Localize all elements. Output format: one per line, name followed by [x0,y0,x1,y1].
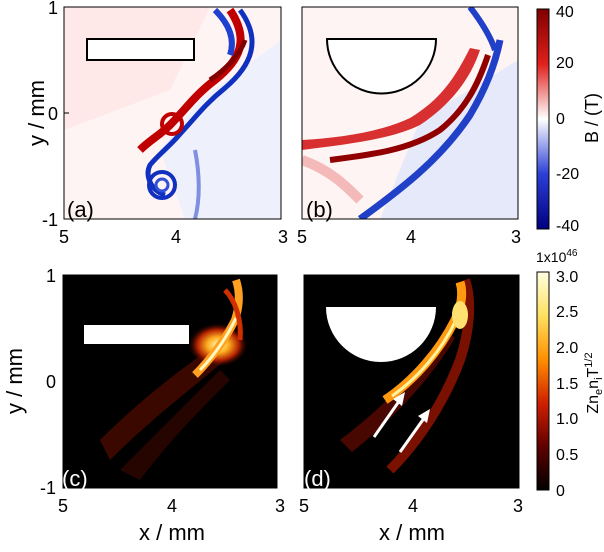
panel-d-lower-arm [386,278,475,474]
colorbar-bottom-tick-1.5: 1.5 [556,376,578,393]
panel-a-vortex-2 [147,170,177,200]
colorbar-bottom: 1x1046 3.0 2.5 2.0 1.5 1.0 0.5 0 ZneniT1… [536,248,604,500]
panel-c-upper-arc [223,288,243,341]
x-axis-label-c: x / mm [139,520,205,545]
x-tick-b-4: 4 [406,227,416,247]
panel-d-arrow-2 [398,409,430,453]
x-tick-b-5: 5 [297,227,307,247]
colorbar-top-gradient [536,8,550,230]
panel-d-target-semicircle [326,307,436,362]
panel-c-frame [62,274,278,489]
y-tick-bottom-0: 0 [46,372,56,392]
panel-a-label: (a) [67,197,94,222]
panel-a-target-rectangle [86,38,195,61]
panel-d-hotspot [452,301,468,329]
y-tick-top-0: 0 [48,104,58,124]
y-tick-top-1: 1 [48,0,58,18]
panel-c: (c) [62,274,278,491]
colorbar-bottom-label: ZneniT1/2 [583,352,604,413]
colorbar-top-tick-0: 0 [556,111,565,128]
panel-b-pink-lower [302,155,364,204]
x-tick-c-4: 4 [167,496,177,516]
colorbar-bottom-multiplier: 1x1046 [536,248,578,265]
x-tick-a-3: 3 [278,227,288,247]
colorbar-top-tick-neg20: -20 [556,166,579,183]
colorbar-bottom-tick-0: 0 [556,483,565,500]
panel-a-red-sheet [137,7,245,153]
panel-a-red-dark-sheet [208,39,248,83]
x-tick-c-5: 5 [58,496,68,516]
panel-d-label: (d) [304,466,331,491]
colorbar-top-tick-20: 20 [556,55,574,72]
colorbar-top-tick-40: 40 [556,4,574,21]
panel-b-red-band [302,48,480,150]
x-tick-d-5: 5 [299,496,309,516]
colorbar-bottom-gradient [536,271,550,491]
y-axis-label-bottom: y / mm [2,348,27,414]
colorbar-bottom-tick-2.0: 2.0 [556,340,578,357]
colorbar-bottom-tick-1.0: 1.0 [556,411,578,428]
x-tick-d-3: 3 [513,496,523,516]
panel-a-pink-region [64,7,210,130]
panel-d-arrow-1 [372,392,405,438]
x-axis-label-d: x / mm [379,520,445,545]
panel-c-diffuse-wake-2 [120,370,230,480]
x-tick-a-5: 5 [59,227,69,247]
y-tick-bottom-neg1: -1 [40,478,56,498]
panel-b-frame [301,6,519,220]
x-tick-c-3: 3 [275,496,285,516]
panel-d-bright-core [391,319,458,398]
colorbar-bottom-tick-0.5: 0.5 [556,447,578,464]
panel-a-blue-top [212,7,235,56]
panel-b: (b) [301,6,519,222]
panel-a-blue-stream [193,149,201,219]
panel-a-vortex-1 [160,112,184,136]
y-axis-label-top: y / mm [24,80,49,146]
panel-b-blue-band [357,39,504,219]
colorbar-bottom-tick-2.5: 2.5 [556,304,578,321]
colorbar-top-label: B / (T) [582,93,602,143]
x-tick-b-3: 3 [511,227,521,247]
panel-a-blue-region [160,40,281,219]
colorbar-bottom-tick-3.0: 3.0 [556,269,578,286]
x-tick-d-4: 4 [408,496,418,516]
colorbar-top: 40 20 0 -20 -40 B / (T) [536,4,602,235]
panel-c-label: (c) [62,466,88,491]
panel-b-target-semicircle [325,38,438,95]
panel-a-vortex-2-core [154,177,170,193]
x-tick-a-4: 4 [171,227,181,247]
panel-c-hot-core [198,317,238,372]
y-tick-top-neg1: -1 [42,210,58,230]
panel-d: (d) [303,274,520,491]
panel-c-target-rectangle [84,325,189,344]
panel-d-frame [303,274,520,489]
panel-b-red-dark-band [329,54,491,163]
y-tick-bottom-1: 1 [46,266,56,286]
colorbar-top-tick-neg40: -40 [556,218,579,235]
panel-a: (a) [63,6,282,222]
panel-b-label: (b) [306,197,333,222]
panel-b-blue-top [467,7,498,52]
panel-a-blue-sheet [145,8,255,198]
